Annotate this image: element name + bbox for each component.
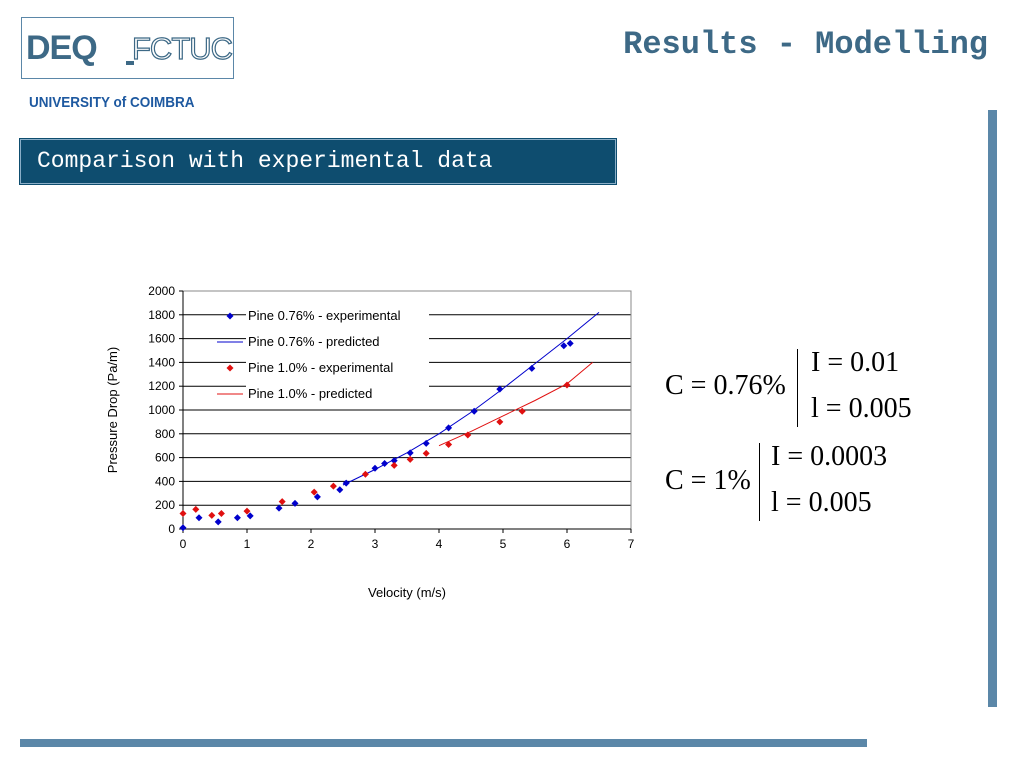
- x-tick-label: 0: [180, 537, 187, 551]
- data-point: [361, 470, 369, 478]
- y-tick-label: 0: [168, 522, 175, 536]
- data-point: [496, 385, 504, 393]
- data-point: [566, 339, 574, 347]
- data-point: [560, 342, 568, 350]
- x-tick-label: 2: [308, 537, 315, 551]
- data-point: [406, 455, 414, 463]
- y-tick-label: 2000: [148, 284, 175, 298]
- data-point: [214, 518, 222, 526]
- data-point: [313, 493, 321, 501]
- equation-1-divider: [797, 349, 798, 427]
- section-banner-label: Comparison with experimental data: [37, 148, 493, 174]
- data-point: [390, 461, 398, 469]
- data-point: [233, 514, 241, 522]
- y-tick-label: 400: [155, 474, 175, 488]
- x-tick-label: 5: [500, 537, 507, 551]
- right-accent-bar: [988, 110, 997, 707]
- university-name: UNIVERSITY of COIMBRA: [29, 94, 195, 111]
- equation-2-length: l = 0.005: [771, 487, 872, 518]
- y-tick-label: 800: [155, 427, 175, 441]
- data-point: [179, 510, 187, 518]
- legend-label: Pine 0.76% - experimental: [248, 308, 401, 323]
- y-tick-label: 600: [155, 451, 175, 465]
- legend-label-bg: [246, 384, 429, 403]
- pressure-drop-chart: 0 200 400 600 800 1000 1200 1400 1600 1800 2000 0 1…: [105, 284, 635, 600]
- data-point: [422, 439, 430, 447]
- logo-fctuc-text: FCTUC: [131, 31, 233, 66]
- y-tick-label: 1400: [148, 355, 175, 369]
- data-point: [278, 498, 286, 506]
- data-point: [192, 505, 200, 513]
- x-tick-label: 7: [628, 537, 635, 551]
- data-point: [310, 488, 318, 496]
- data-point: [422, 449, 430, 457]
- equation-2-concentration: C = 1%: [665, 465, 751, 496]
- equation-2-intensity: I = 0.0003: [771, 441, 888, 472]
- deq-fctuc-logo: DEQ FCTUC: [21, 17, 234, 79]
- y-tick-label: 1800: [148, 308, 175, 322]
- data-point: [528, 364, 536, 372]
- data-point: [243, 507, 251, 515]
- y-tick-label: 200: [155, 498, 175, 512]
- y-tick-label: 1200: [148, 379, 175, 393]
- data-point: [217, 510, 225, 518]
- legend-label-bg: [246, 332, 429, 351]
- data-point: [195, 514, 203, 522]
- logo-underline: [126, 61, 134, 65]
- x-axis-label: Velocity (m/s): [368, 585, 446, 600]
- legend-label: Pine 0.76% - predicted: [248, 334, 380, 349]
- x-tick-label: 6: [564, 537, 571, 551]
- series-group: [179, 312, 600, 532]
- y-tick-label: 1000: [148, 403, 175, 417]
- y-axis: 0 200 400 600 800 1000 1200 1400 1600 1800 2000: [148, 284, 184, 536]
- x-tick-label: 1: [244, 537, 251, 551]
- data-point: [563, 381, 571, 389]
- legend-swatch: [226, 364, 234, 372]
- y-axis-label: Pressure Drop (Pa/m): [105, 347, 120, 473]
- logo-deq-text: DEQ: [26, 29, 98, 67]
- data-point: [336, 486, 344, 494]
- equation-2-divider: [759, 443, 760, 521]
- section-banner: Comparison with experimental data: [20, 139, 616, 184]
- chart-grid: [183, 290, 631, 530]
- data-point: [208, 511, 216, 519]
- legend-label-bg: [246, 358, 429, 377]
- legend-swatch: [226, 312, 234, 320]
- equation-1-concentration: C = 0.76%: [665, 370, 786, 401]
- data-point: [445, 441, 453, 449]
- chart-legend: Pine 0.76% - experimental Pine 0.76% - pr…: [217, 306, 429, 403]
- data-point: [291, 499, 299, 507]
- x-tick-label: 3: [372, 537, 379, 551]
- data-point: [464, 431, 472, 439]
- x-tick-label: 4: [436, 537, 443, 551]
- data-point: [275, 504, 283, 512]
- data-point: [179, 524, 187, 532]
- data-point: [496, 418, 504, 426]
- legend-label: Pine 1.0% - experimental: [248, 360, 393, 375]
- equation-1-length: l = 0.005: [811, 393, 912, 424]
- bottom-accent-bar: [20, 739, 867, 747]
- legend-label: Pine 1.0% - predicted: [248, 386, 372, 401]
- y-tick-label: 1600: [148, 332, 175, 346]
- data-point: [246, 512, 254, 520]
- series-line: [438, 362, 593, 447]
- data-point: [406, 449, 414, 457]
- equation-1-intensity: I = 0.01: [811, 347, 900, 378]
- legend-label-bg: [246, 306, 429, 325]
- data-point: [518, 407, 526, 415]
- slide-title: Results - Modelling: [623, 26, 988, 63]
- data-point: [329, 482, 337, 490]
- x-axis: 0 1 2 3 4 5 6 7: [180, 528, 635, 551]
- data-point: [470, 407, 478, 415]
- series-line: [342, 312, 600, 486]
